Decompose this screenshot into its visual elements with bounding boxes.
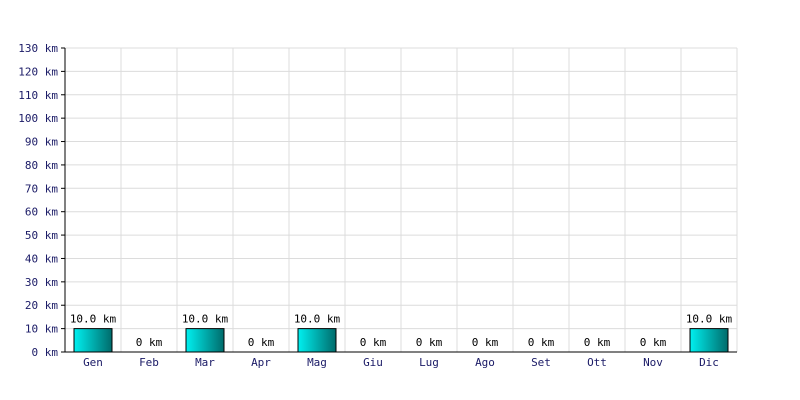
y-tick-label: 60 km <box>25 206 58 219</box>
data-label-nov: 0 km <box>640 336 667 349</box>
y-tick-label: 90 km <box>25 136 58 149</box>
y-axis-ticks: 0 km 10 km 20 km 30 km 40 km 50 km 60 km 70 km 8… <box>18 42 58 359</box>
data-label-giu: 0 km <box>360 336 387 349</box>
data-labels: 10.0 km 0 km 10.0 km 0 km 10.0 km 0 km 0 km 0 k… <box>70 313 733 349</box>
data-label-feb: 0 km <box>136 336 163 349</box>
data-label-gen: 10.0 km <box>70 313 117 326</box>
y-tick-label: 20 km <box>25 299 58 312</box>
x-tick-label-nov: Nov <box>643 356 663 369</box>
axes <box>61 47 737 353</box>
y-tick-label: 30 km <box>25 276 58 289</box>
y-tick-label: 80 km <box>25 159 58 172</box>
data-label-set: 0 km <box>528 336 555 349</box>
data-label-lug: 0 km <box>416 336 443 349</box>
grid <box>65 47 738 352</box>
x-tick-label-set: Set <box>531 356 551 369</box>
y-tick-label: 110 km <box>18 89 58 102</box>
x-tick-label-mar: Mar <box>195 356 215 369</box>
bar-mar <box>185 328 225 353</box>
x-tick-label-apr: Apr <box>251 356 271 369</box>
y-tick-label: 10 km <box>25 323 58 336</box>
data-label-dic: 10.0 km <box>686 313 733 326</box>
bar-dic <box>689 328 729 353</box>
x-tick-label-lug: Lug <box>419 356 439 369</box>
x-tick-label-feb: Feb <box>139 356 159 369</box>
x-tick-label-giu: Giu <box>363 356 383 369</box>
bars <box>73 328 729 353</box>
bar-mag <box>297 328 337 353</box>
x-tick-label-mag: Mag <box>307 356 327 369</box>
data-label-ott: 0 km <box>584 336 611 349</box>
x-tick-label-ago: Ago <box>475 356 495 369</box>
data-label-apr: 0 km <box>248 336 275 349</box>
data-label-ago: 0 km <box>472 336 499 349</box>
y-tick-label: 120 km <box>18 65 58 78</box>
x-tick-label-dic: Dic <box>699 356 719 369</box>
y-tick-label: 0 km <box>32 346 59 359</box>
y-tick-label: 40 km <box>25 252 58 265</box>
y-tick-label: 70 km <box>25 182 58 195</box>
x-tick-label-gen: Gen <box>83 356 103 369</box>
bar-gen <box>73 328 113 353</box>
y-tick-label: 100 km <box>18 112 58 125</box>
y-tick-label: 130 km <box>18 42 58 55</box>
x-tick-label-ott: Ott <box>587 356 607 369</box>
data-label-mag: 10.0 km <box>294 313 341 326</box>
data-label-mar: 10.0 km <box>182 313 229 326</box>
x-axis-ticks: Gen Feb Mar Apr Mag Giu Lug Ago Set Ott Nov Dic <box>83 356 719 369</box>
y-tick-label: 50 km <box>25 229 58 242</box>
